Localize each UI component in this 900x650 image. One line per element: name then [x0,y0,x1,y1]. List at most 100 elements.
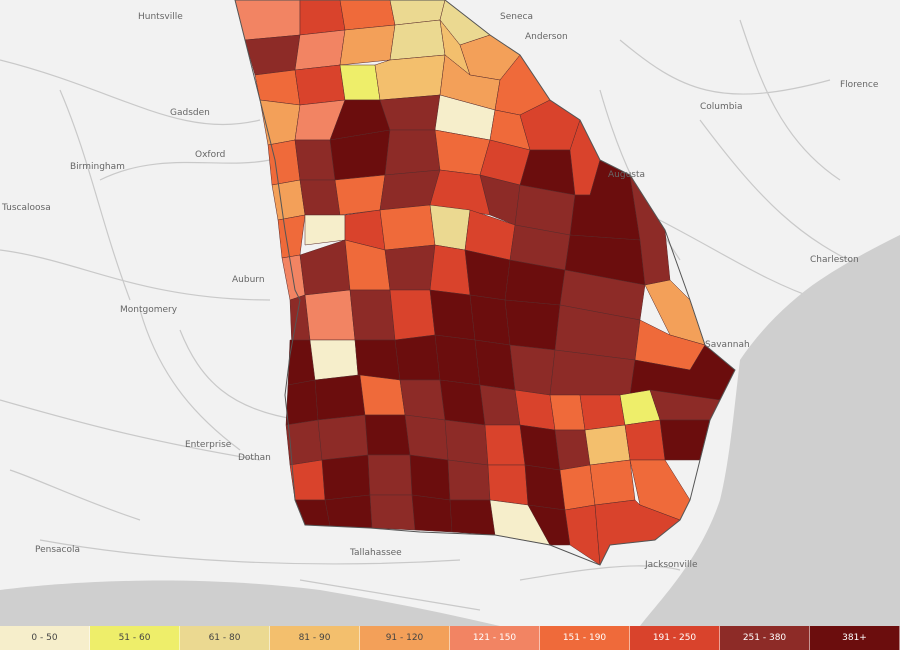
county-region[interactable] [439,379,486,426]
county-region[interactable] [444,419,489,466]
county-region[interactable] [449,499,496,536]
city-label: Seneca [500,12,533,22]
county-region[interactable] [321,454,371,501]
county-region[interactable] [474,339,516,391]
city-label: Auburn [232,275,265,285]
county-region[interactable] [359,374,406,416]
county-region[interactable] [314,374,366,421]
legend-item-label: 151 - 190 [562,633,607,643]
county-region[interactable] [354,339,401,381]
city-label: Pensacola [35,545,81,555]
county-region[interactable] [374,54,446,101]
county-region[interactable] [234,0,301,41]
county-region[interactable] [564,504,601,566]
city-label: Anderson [525,32,568,42]
map-area[interactable]: Huntsville Gadsden Birmingham Oxford Tuscalo… [0,0,900,626]
city-label: Dothan [238,453,271,463]
georgia-counties [234,0,736,566]
county-region[interactable] [254,69,301,106]
county-region[interactable] [294,64,346,106]
legend-item: 151 - 190 [540,626,630,650]
county-region[interactable] [364,414,411,456]
county-region[interactable] [299,179,341,216]
county-region[interactable] [409,454,451,501]
city-label: Gadsden [170,108,210,118]
legend-item: 121 - 150 [450,626,540,650]
county-region[interactable] [267,139,301,186]
county-region[interactable] [411,494,453,533]
county-region[interactable] [624,419,666,461]
county-region[interactable] [349,289,396,341]
county-region[interactable] [509,344,556,396]
county-region[interactable] [469,294,511,346]
county-region[interactable] [404,414,449,461]
county-region[interactable] [524,464,566,511]
county-region[interactable] [244,34,301,76]
county-region[interactable] [549,394,586,431]
city-label: Tallahassee [350,548,402,558]
county-region[interactable] [589,459,636,506]
county-region[interactable] [389,19,446,61]
county-region[interactable] [304,289,356,341]
county-region[interactable] [379,94,441,131]
county-region[interactable] [389,289,436,341]
county-region[interactable] [379,204,436,251]
county-region[interactable] [271,179,306,221]
county-region[interactable] [487,464,529,506]
legend-item: 251 - 380 [720,626,810,650]
map-canvas[interactable] [0,0,900,626]
county-region[interactable] [484,424,526,466]
county-region[interactable] [519,424,561,471]
county-region[interactable] [584,424,631,466]
county-region[interactable] [339,0,396,31]
county-region[interactable] [394,334,441,381]
county-region[interactable] [367,454,413,496]
county-region[interactable] [429,244,471,296]
ocean [640,235,900,626]
legend-item: 51 - 60 [90,626,180,650]
city-label: Savannah [705,340,750,350]
city-label: Tuscaloosa [2,203,51,213]
legend-item-label: 61 - 80 [208,633,241,643]
legend-item-label: 91 - 120 [385,633,424,643]
county-region[interactable] [317,414,369,461]
county-region[interactable] [334,174,386,216]
county-region[interactable] [447,459,491,501]
county-region[interactable] [429,204,471,251]
county-region[interactable] [559,464,596,511]
county-region[interactable] [434,334,481,386]
county-region[interactable] [384,129,441,176]
county-region[interactable] [294,139,336,181]
city-label: Florence [840,80,879,90]
legend-item-label: 0 - 50 [31,633,58,643]
county-region[interactable] [384,244,436,291]
county-region[interactable] [579,394,626,431]
county-region[interactable] [554,429,591,471]
county-region[interactable] [479,384,521,426]
county-region[interactable] [299,0,346,36]
county-region[interactable] [277,214,306,259]
county-region[interactable] [659,419,711,461]
county-region[interactable] [339,64,381,101]
county-region[interactable] [514,389,556,431]
county-region[interactable] [339,24,396,66]
legend-item-label: 191 - 250 [652,633,697,643]
legend-item: 61 - 80 [180,626,270,650]
county-region[interactable] [369,494,416,531]
city-label: Montgomery [120,305,178,315]
legend-item-label: 81 - 90 [298,633,331,643]
county-region[interactable] [294,29,346,71]
county-region[interactable] [299,239,351,296]
county-region[interactable] [285,379,319,426]
county-region[interactable] [399,379,446,421]
county-region[interactable] [504,299,561,351]
georgia-outline [234,0,736,566]
county-region[interactable] [324,494,373,529]
legend-item-label: 51 - 60 [118,633,151,643]
legend-bar: 0 - 50 51 - 60 61 - 80 81 - 90 91 - 120 121 -… [0,626,900,650]
county-region[interactable] [289,459,326,501]
county-region[interactable] [429,289,476,341]
city-label: Columbia [700,102,743,112]
county-region[interactable] [309,339,359,381]
county-region[interactable] [304,214,346,246]
